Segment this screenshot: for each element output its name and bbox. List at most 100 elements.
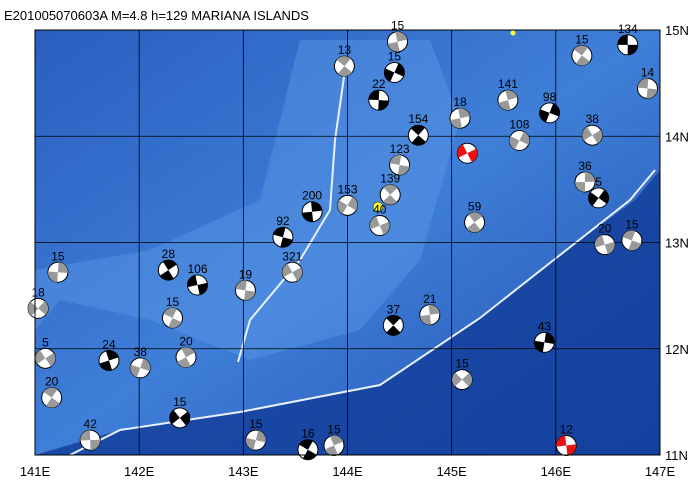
- depth-label: 20: [45, 375, 59, 389]
- depth-label: 22: [372, 77, 386, 91]
- beachball-compression: [159, 260, 177, 281]
- x-tick-label: 145E: [436, 464, 467, 479]
- depth-label: 92: [276, 214, 290, 228]
- beachball-compression: [539, 103, 560, 123]
- beachball-compression: [282, 263, 303, 281]
- x-tick-label: 146E: [541, 464, 572, 479]
- beachball-compression: [556, 435, 577, 456]
- depth-label: 15: [51, 249, 65, 263]
- depth-label: 15: [575, 33, 589, 47]
- beachball-compression: [410, 125, 426, 146]
- beachball-compression: [534, 332, 555, 353]
- depth-label: 13: [338, 43, 352, 57]
- depth-label: 141: [498, 77, 518, 91]
- beachball-compression: [588, 189, 609, 206]
- depth-label: 19: [239, 267, 253, 281]
- depth-label: 43: [538, 319, 552, 333]
- depth-label: 38: [134, 345, 148, 359]
- depth-label: 15: [388, 50, 402, 64]
- beachball-compression: [575, 171, 595, 192]
- beachball-compression: [419, 304, 440, 325]
- map-title: E201005070603A M=4.8 h=129 MARIANA ISLAN…: [4, 8, 309, 23]
- beachball-compression: [637, 78, 658, 99]
- depth-label: 36: [578, 159, 592, 173]
- x-tick-label: 142E: [124, 464, 155, 479]
- depth-label: 321: [282, 249, 302, 263]
- beachball-compression: [386, 315, 401, 336]
- y-tick-label: 12N: [665, 342, 689, 357]
- depth-label: 42: [84, 417, 98, 431]
- depth-label: 24: [102, 337, 116, 351]
- depth-label: 200: [302, 189, 322, 203]
- depth-label: 20: [598, 222, 612, 236]
- beachball-compression: [28, 300, 49, 316]
- depth-label: 37: [387, 302, 401, 316]
- y-tick-label: 13N: [665, 236, 689, 251]
- beachball-compression: [80, 430, 101, 451]
- island-marker: [510, 30, 516, 36]
- beachball-compression: [509, 131, 530, 150]
- depth-label: 106: [187, 262, 207, 276]
- depth-label: 40: [373, 203, 387, 217]
- shallow-ridge: [35, 40, 460, 360]
- depth-label: 38: [586, 112, 600, 126]
- ridge-line: [237, 69, 346, 363]
- frame: [34, 29, 661, 456]
- depth-label: 21: [423, 292, 437, 306]
- depth-label: 15: [391, 19, 405, 33]
- depth-label: 18: [453, 95, 467, 109]
- beachball-compression: [389, 154, 410, 175]
- depth-label: 16: [301, 427, 315, 441]
- depth-label: 108: [509, 118, 529, 132]
- x-tick-label: 141E: [20, 464, 51, 479]
- station-marker: [372, 201, 384, 213]
- beachball-compression: [163, 307, 182, 328]
- beachball-compression: [337, 196, 358, 214]
- depth-label: 15: [625, 217, 639, 231]
- depth-label: 98: [543, 90, 557, 104]
- depth-label: 134: [618, 22, 638, 36]
- beachball-compression: [336, 56, 353, 77]
- beachball-compression: [245, 430, 266, 450]
- depth-label: 15: [166, 295, 180, 309]
- beachball-compression: [384, 63, 405, 82]
- beachball-compression: [35, 350, 56, 367]
- depth-label: 5: [595, 175, 602, 189]
- depth-label: 28: [162, 247, 176, 261]
- beachball-compression: [617, 34, 638, 55]
- y-tick-label: 11N: [665, 448, 688, 463]
- beachball-compression: [235, 280, 256, 301]
- beachball-compression: [582, 126, 603, 144]
- beachball-compression: [187, 275, 208, 295]
- depth-label: 123: [390, 142, 410, 156]
- depth-label: 59: [468, 199, 482, 213]
- depth-label: 154: [408, 112, 428, 126]
- depth-label: 15: [173, 395, 187, 409]
- deep-water: [35, 170, 660, 455]
- x-tick-label: 147E: [645, 464, 676, 479]
- beachball-compression: [457, 144, 478, 163]
- beachball-compression: [450, 108, 470, 129]
- beachball-compression: [43, 387, 60, 408]
- beachball-compression: [99, 350, 119, 371]
- beachball-compression: [273, 227, 293, 248]
- beachball-compression: [177, 347, 195, 368]
- y-tick-label: 14N: [665, 129, 689, 144]
- depth-label: 153: [337, 182, 357, 196]
- depth-label: 5: [42, 335, 49, 349]
- depth-label: 139: [380, 172, 400, 186]
- x-tick-label: 144E: [332, 464, 363, 479]
- depth-label: 15: [327, 422, 341, 436]
- depth-label: 14: [641, 65, 655, 79]
- beachball-compression: [594, 235, 615, 255]
- beachball-compression: [452, 372, 473, 387]
- beachball-compression: [368, 90, 389, 111]
- depth-label: 18: [31, 285, 45, 299]
- beachball-compression: [169, 410, 190, 426]
- depth-label: 12: [560, 422, 574, 436]
- beachball-compression: [622, 230, 642, 251]
- beachball-compression: [573, 45, 590, 66]
- beachball-compression: [382, 184, 398, 205]
- beachball-compression: [369, 216, 390, 235]
